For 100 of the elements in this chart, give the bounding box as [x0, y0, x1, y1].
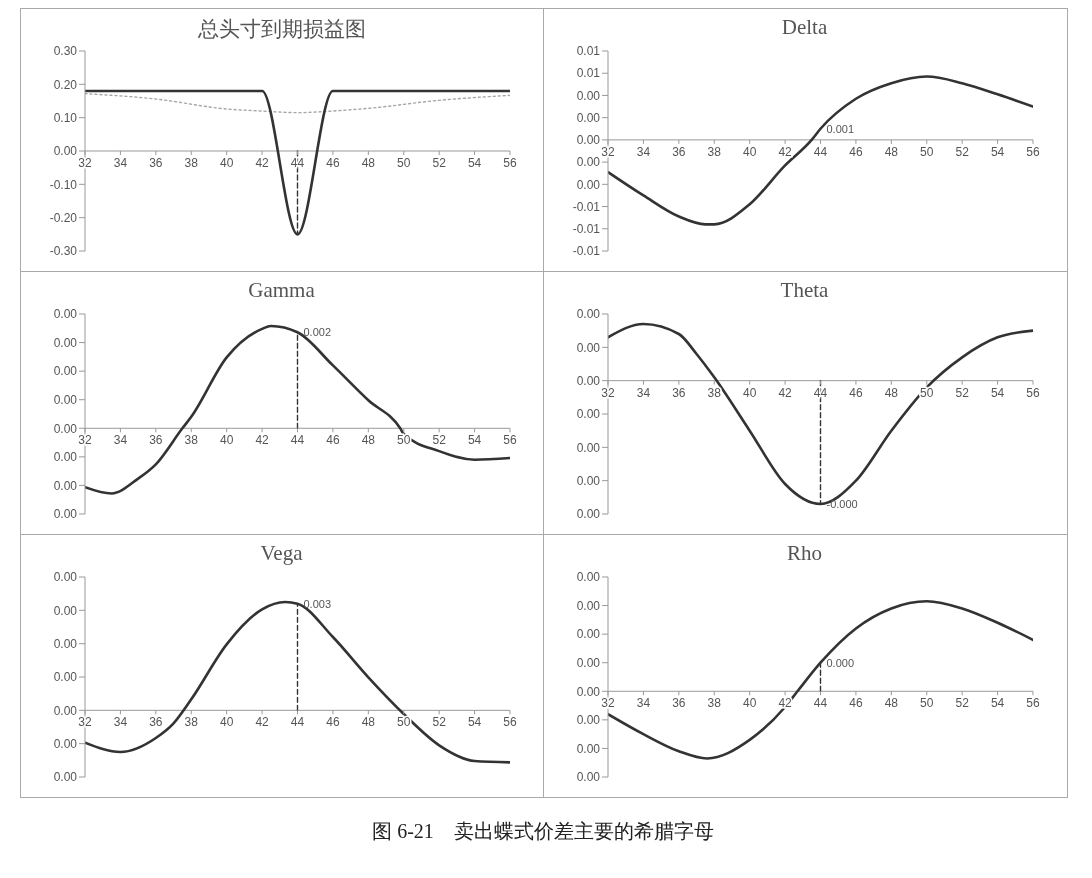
- y-tick-label: -0.01: [572, 199, 601, 214]
- x-tick-label: 42: [778, 144, 793, 159]
- caption: 图 6-21 卖出蝶式价差主要的希腊字母: [371, 819, 715, 844]
- x-tick-label: 52: [955, 696, 970, 711]
- x-tick-label: 36: [149, 715, 163, 730]
- y-tick-label: 0.00: [576, 440, 601, 455]
- y-tick-label: 0.20: [53, 77, 78, 92]
- x-tick-label: 56: [1026, 144, 1040, 159]
- x-tick-label: 50: [397, 433, 411, 448]
- x-tick-label: 36: [672, 144, 686, 159]
- y-tick-label: 0.00: [53, 392, 78, 407]
- data-label: -0.000: [826, 498, 858, 510]
- y-tick-label: 0.00: [576, 110, 601, 125]
- x-tick-label: 38: [184, 156, 199, 170]
- chart-title: Theta: [779, 278, 830, 304]
- x-tick-label: 56: [503, 433, 517, 448]
- y-tick-label: 0.00: [576, 655, 601, 670]
- chart-title: 总头寸到期损益图: [196, 16, 367, 43]
- x-tick-label: 46: [849, 696, 863, 711]
- x-tick-label: 36: [149, 156, 163, 170]
- y-tick-label: 0.00: [576, 177, 601, 192]
- x-tick-label: 52: [955, 144, 970, 159]
- y-tick-label: 0.00: [576, 598, 601, 613]
- chart-title: Gamma: [247, 278, 316, 304]
- x-tick-label: 52: [955, 385, 970, 400]
- y-tick-label: 0.00: [576, 684, 601, 699]
- y-tick-label: 0.00: [53, 636, 78, 651]
- y-tick-label: 0.00: [53, 364, 78, 379]
- x-tick-label: 40: [219, 433, 234, 448]
- x-tick-label: 38: [707, 144, 722, 159]
- x-tick-label: 56: [1026, 385, 1040, 400]
- y-tick-label: 0.00: [576, 340, 601, 355]
- data-label: 0.003: [303, 597, 332, 610]
- y-tick-label: -0.01: [572, 222, 601, 237]
- x-tick-label: 32: [601, 696, 615, 711]
- x-tick-label: 42: [255, 156, 270, 170]
- x-tick-label: 36: [149, 433, 163, 448]
- x-tick-label: 50: [397, 715, 411, 730]
- y-tick-label: 0.01: [576, 44, 601, 59]
- x-tick-label: 38: [707, 385, 722, 400]
- x-tick-label: 48: [361, 156, 376, 170]
- x-tick-label: 44: [813, 144, 828, 159]
- x-tick-label: 44: [290, 715, 305, 730]
- x-tick-label: 46: [326, 715, 340, 730]
- x-tick-label: 40: [742, 144, 757, 159]
- y-tick-label: 0.00: [53, 144, 78, 159]
- y-tick-label: 0.00: [53, 421, 78, 436]
- x-tick-label: 50: [920, 696, 934, 711]
- y-tick-label: 0.10: [53, 110, 78, 125]
- x-tick-label: 46: [849, 144, 863, 159]
- y-tick-label: 0.00: [53, 670, 78, 685]
- x-tick-label: 44: [813, 385, 828, 400]
- x-tick-label: 34: [636, 144, 651, 159]
- x-tick-label: 46: [326, 433, 340, 448]
- x-tick-label: 34: [636, 385, 651, 400]
- chart-title: Delta: [780, 15, 829, 41]
- x-tick-label: 38: [184, 715, 199, 730]
- x-tick-label: 50: [397, 156, 411, 170]
- x-tick-label: 32: [78, 715, 92, 730]
- y-tick-label: 0.00: [576, 713, 601, 728]
- line-series: [85, 92, 510, 114]
- x-tick-label: 38: [184, 433, 199, 448]
- y-tick-label: 0.01: [576, 66, 601, 81]
- x-tick-label: 56: [1026, 696, 1040, 711]
- x-tick-label: 44: [290, 156, 305, 170]
- y-tick-label: 0.00: [576, 507, 601, 522]
- x-tick-label: 52: [432, 156, 447, 170]
- y-tick-label: 0.00: [53, 703, 78, 718]
- x-tick-label: 54: [990, 696, 1005, 711]
- x-tick-label: 40: [219, 156, 234, 170]
- x-tick-label: 42: [255, 433, 270, 448]
- x-tick-label: 34: [113, 433, 128, 448]
- data-label: 0.001: [826, 122, 855, 135]
- y-tick-label: 0.00: [576, 373, 601, 388]
- x-tick-label: 34: [636, 696, 651, 711]
- y-tick-label: 0.00: [53, 335, 78, 350]
- x-tick-label: 48: [884, 385, 899, 400]
- x-tick-label: 36: [672, 385, 686, 400]
- y-tick-label: 0.00: [53, 603, 78, 618]
- y-tick-label: 0.00: [576, 88, 601, 103]
- x-tick-label: 32: [601, 385, 615, 400]
- y-tick-label: -0.20: [49, 210, 78, 225]
- x-tick-label: 54: [467, 433, 482, 448]
- chart-title: Rho: [786, 541, 823, 567]
- x-tick-label: 48: [884, 144, 899, 159]
- y-tick-label: 0.00: [53, 507, 78, 522]
- x-tick-label: 40: [742, 696, 757, 711]
- x-tick-label: 54: [990, 144, 1005, 159]
- x-tick-label: 54: [467, 156, 482, 170]
- x-tick-label: 40: [742, 385, 757, 400]
- x-tick-label: 50: [920, 144, 934, 159]
- y-tick-label: -0.10: [49, 177, 78, 192]
- x-tick-label: 34: [113, 715, 128, 730]
- y-tick-label: 0.00: [576, 133, 601, 148]
- y-tick-label: 0.00: [53, 307, 78, 322]
- x-tick-label: 56: [503, 715, 517, 730]
- x-tick-label: 52: [432, 715, 447, 730]
- x-tick-label: 52: [432, 433, 447, 448]
- x-tick-label: 46: [326, 156, 340, 170]
- y-tick-label: 0.00: [576, 770, 601, 785]
